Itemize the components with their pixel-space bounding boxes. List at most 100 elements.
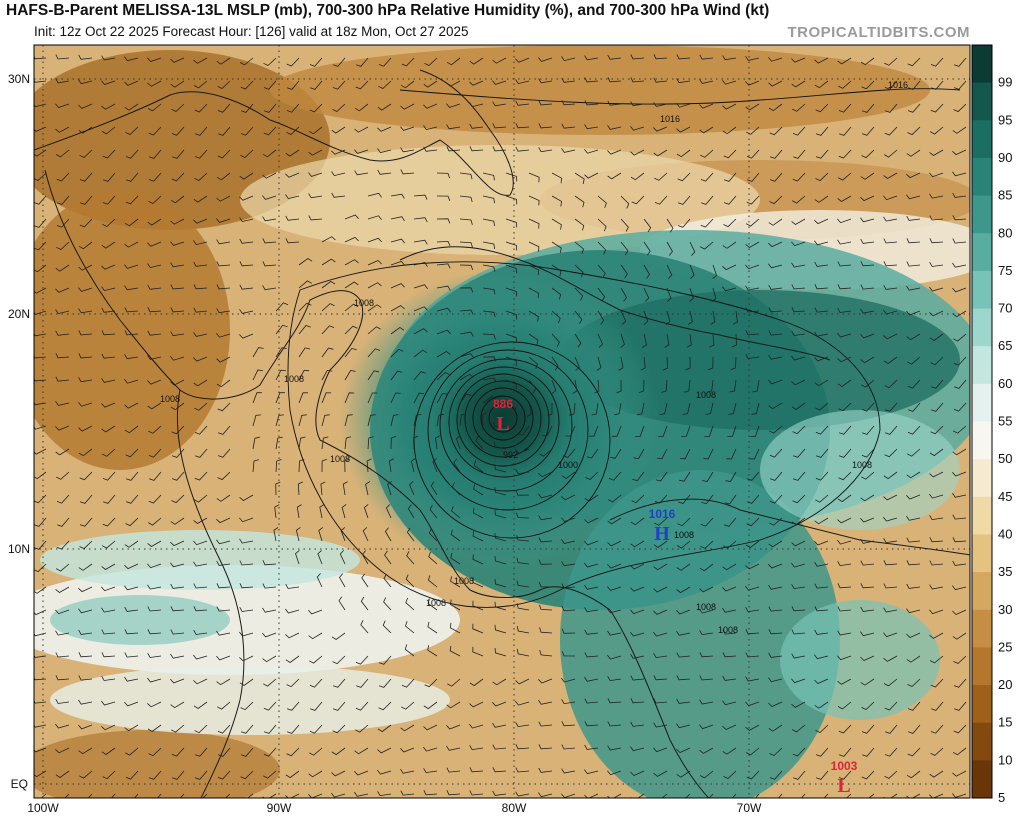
wind-barb [574,356,580,371]
wind-barb [861,103,875,113]
wind-barb [240,126,254,136]
wind-barb [275,324,288,335]
wind-barb [101,264,116,270]
wind-barb [565,425,576,437]
wind-barb [792,195,806,204]
wind-barb [597,310,605,325]
wind-barb [193,583,208,589]
wind-barb [309,57,323,67]
pressure-center-low-south: 1003 L [831,759,858,797]
wind-barb [286,126,300,135]
wind-barb [643,241,651,256]
wind-barb [331,192,346,198]
wind-barb [308,215,323,221]
wind-barb [643,264,650,279]
wind-barb [331,770,346,777]
wind-barb [678,494,691,504]
wind-barb [78,563,93,571]
wind-barb [459,218,473,225]
wind-barb [860,57,875,66]
wind-barb [252,459,259,473]
wind-barb [193,284,208,290]
wind-barb [332,655,346,665]
wind-barb [401,701,415,710]
wind-barb [768,263,783,269]
wind-barb [860,333,875,339]
wind-barb [400,768,415,774]
wind-barb [216,583,231,589]
wind-barb [78,652,93,658]
wind-barb [78,264,93,271]
wind-barb [451,505,461,519]
isobar-label: 992 [503,450,518,460]
wind-barb [367,370,379,381]
wind-barb [387,481,392,496]
wind-barb [538,147,553,153]
wind-barb [148,425,162,434]
wind-barb [643,310,649,325]
wind-barb [630,746,645,752]
wind-barb [55,126,70,133]
wind-barb [406,527,415,542]
wind-barb [262,261,277,267]
wind-barb [171,172,185,182]
wind-barb [620,333,625,348]
wind-barb [125,517,139,527]
wind-barb [723,149,737,159]
wind-barb [383,573,392,588]
wind-barb [377,148,392,154]
wind-barb [705,402,714,415]
wind-barb [677,195,691,205]
wind-barb [147,629,162,635]
wind-barb [515,448,530,454]
wind-barb [643,218,652,233]
wind-barb [147,263,162,269]
wind-barb [78,724,93,730]
wind-barb [56,540,70,550]
wind-barb [101,402,116,408]
wind-barb [815,126,829,136]
wind-barb [930,57,944,67]
wind-barb [78,377,93,383]
wind-barb [515,767,530,773]
wind-barb [216,517,231,524]
wind-barb [703,448,714,460]
lon-label: 80W [502,801,527,815]
wind-barb [814,379,829,387]
wind-barb [124,629,139,635]
wind-barb [263,770,277,779]
wind-barb [929,560,944,566]
wind-barb [147,103,162,112]
wind-barb [584,744,599,750]
wind-barb [699,54,714,60]
wind-barb [360,620,369,634]
wind-barb [34,195,47,205]
wind-barb [505,379,517,390]
wind-barb [430,481,438,496]
wind-barb [55,747,70,754]
wind-barb [953,356,967,366]
colorbar-label: 55 [998,414,1012,429]
wind-barb [676,563,691,571]
wind-barb [814,606,829,612]
wind-barb [586,448,599,459]
wind-barb [906,515,921,521]
wind-barb [390,193,405,199]
wind-barb [838,770,852,780]
colorbar-label: 25 [998,639,1012,654]
wind-barb [217,103,231,113]
wind-barb [584,584,599,590]
wind-barb [755,793,760,798]
wind-barb [837,517,852,524]
wind-barb [607,540,622,547]
wind-barb [193,57,208,64]
wind-barb [658,425,668,437]
wind-barb [538,493,553,499]
wind-barb [584,517,599,524]
wind-barb [494,510,507,519]
wind-barb [597,287,606,302]
wind-barb [768,629,783,635]
wind-barb [515,100,530,106]
wind-barb [494,532,507,542]
wind-barb [78,699,93,705]
